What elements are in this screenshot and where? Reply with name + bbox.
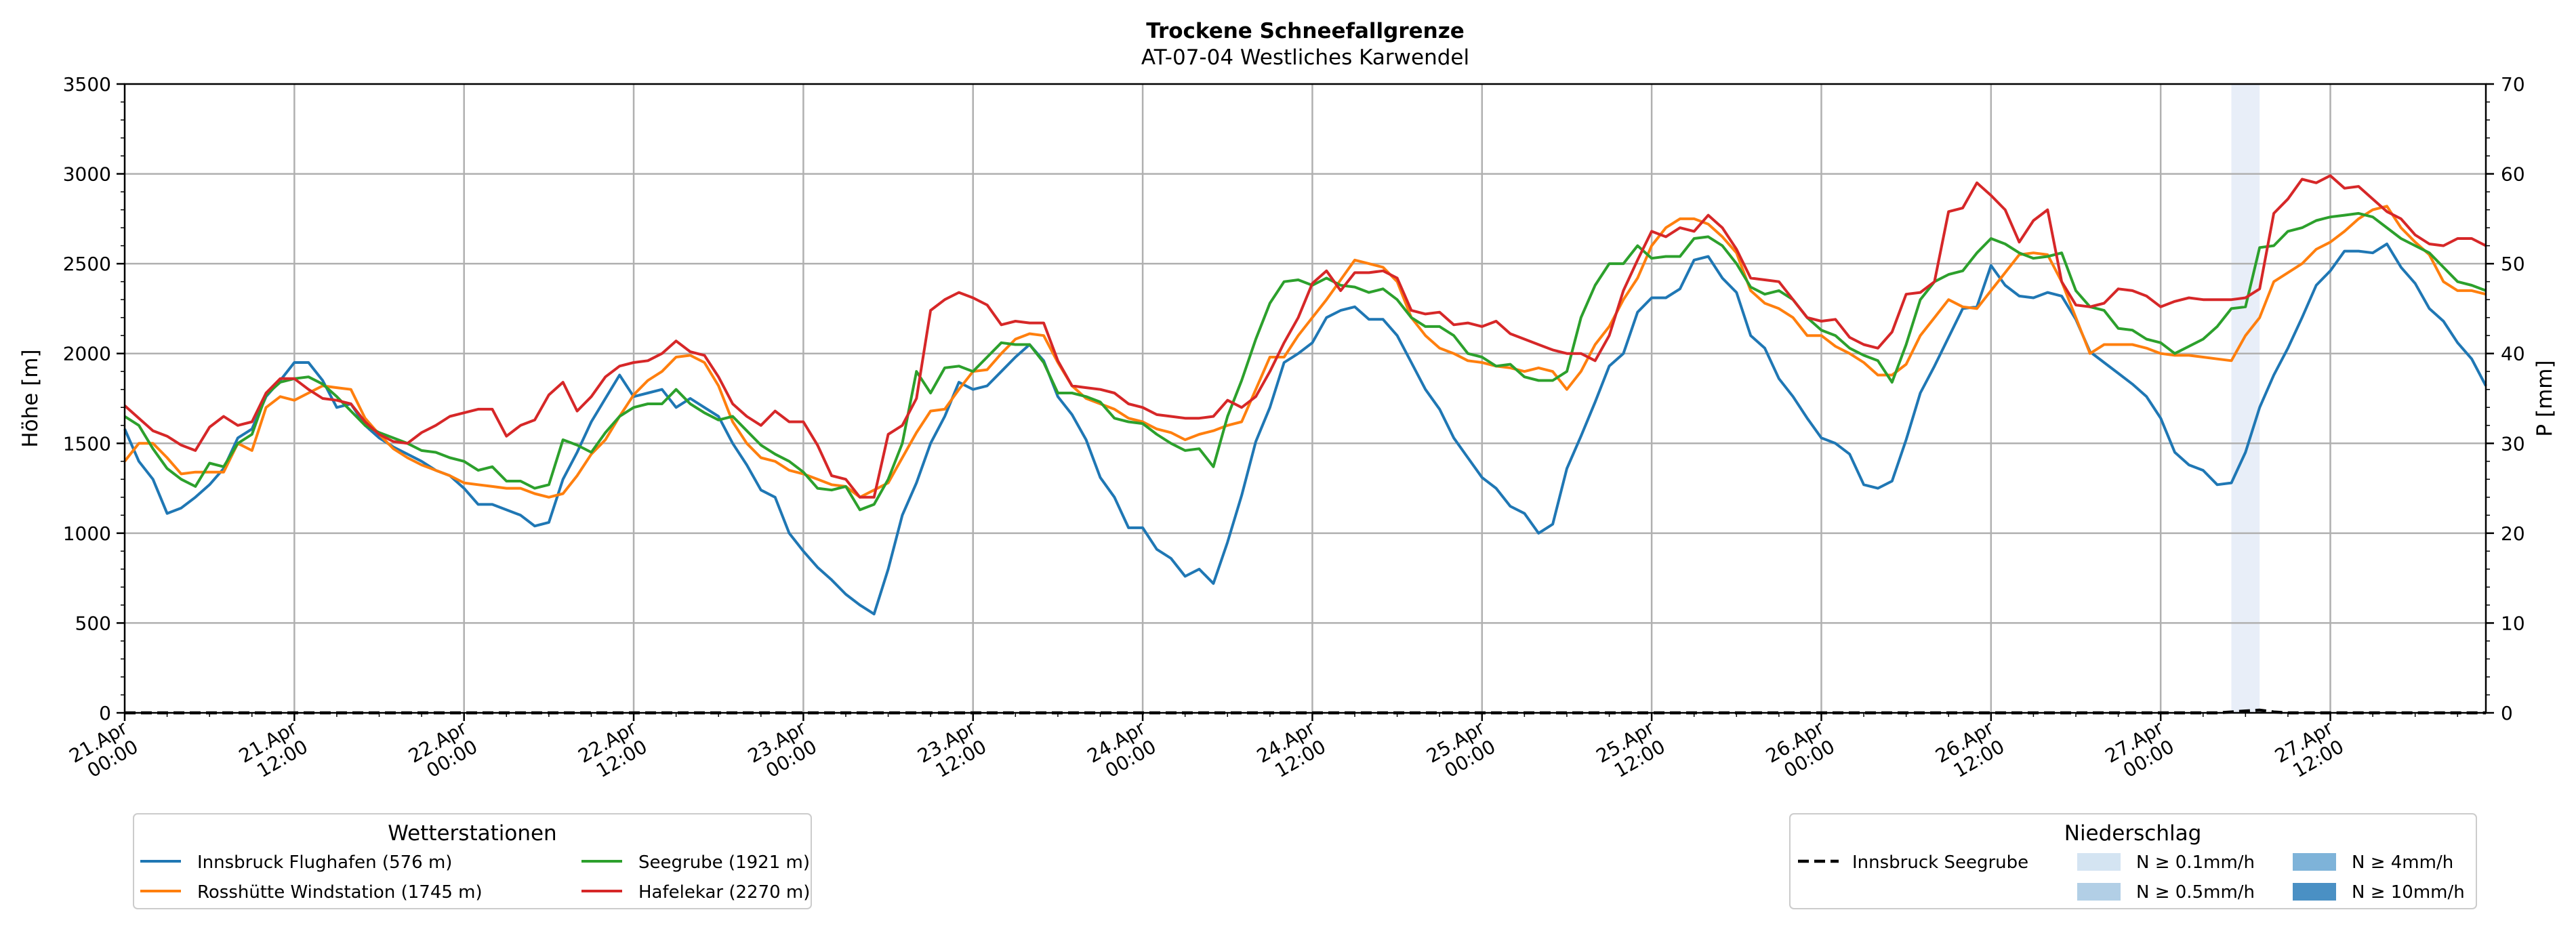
chart-subtitle: AT-07-04 Westliches Karwendel xyxy=(1141,45,1469,70)
legend-precip-title: Niederschlag xyxy=(2064,821,2202,846)
precip-band-rect xyxy=(2231,84,2260,713)
y2-tick-label: 20 xyxy=(2501,522,2525,545)
y2-tick-label: 50 xyxy=(2501,253,2525,275)
y-tick-label: 1500 xyxy=(63,432,111,455)
legend-precip: Niederschlag Innsbruck Seegrube N ≥ 0.1m… xyxy=(1789,813,2477,909)
y2-axis: 0 10 20 30 40 50 60 70 xyxy=(2486,73,2525,724)
legend-stations: Wetterstationen Innsbruck Flughafen (576… xyxy=(133,813,812,909)
y-tick-label: 2500 xyxy=(63,253,111,275)
y2-tick-label: 0 xyxy=(2501,702,2513,724)
legend-precip-line-label: Innsbruck Seegrube xyxy=(1852,852,2028,873)
legend-precip-label: N ≥ 10mm/h xyxy=(2352,882,2465,903)
y-axis: 0 500 1000 1500 2000 2500 3000 3500 xyxy=(63,73,125,724)
precipitation-band xyxy=(2231,84,2260,713)
y2-tick-label: 30 xyxy=(2501,432,2525,455)
y2-tick-label: 10 xyxy=(2501,612,2525,634)
y2-axis-label: P [mm] xyxy=(2533,360,2557,436)
y-tick-label: 3500 xyxy=(63,73,111,96)
chart-title: Trockene Schneefallgrenze xyxy=(1146,19,1465,43)
legend-precip-swatch xyxy=(2293,883,2336,901)
legend-precip-swatch xyxy=(2077,853,2121,871)
series-line-1 xyxy=(123,205,2487,499)
legend-stations-frame xyxy=(133,813,812,909)
plot-background xyxy=(125,84,2486,713)
series-lines xyxy=(123,174,2487,616)
y-axis-label: Höhe [m] xyxy=(18,349,43,447)
legend-station-label: Rosshütte Windstation (1745 m) xyxy=(197,882,483,903)
legend-precip-swatch xyxy=(2077,883,2121,901)
y-tick-label: 0 xyxy=(99,702,111,724)
legend-precip-label: N ≥ 4mm/h xyxy=(2352,852,2453,873)
y2-tick-label: 70 xyxy=(2501,73,2525,96)
grid xyxy=(125,84,2486,713)
legend-precip-label: N ≥ 0.1mm/h xyxy=(2136,852,2255,873)
y-tick-label: 1000 xyxy=(63,522,111,545)
y-tick-label: 500 xyxy=(75,612,111,634)
legend-precip-swatch xyxy=(2293,853,2336,871)
legend-precip-label: N ≥ 0.5mm/h xyxy=(2136,882,2255,903)
y-tick-label: 3000 xyxy=(63,163,111,186)
y2-tick-label: 60 xyxy=(2501,163,2525,186)
legend-station-label: Hafelekar (2270 m) xyxy=(638,882,810,903)
y2-tick-label: 40 xyxy=(2501,343,2525,365)
legend-stations-title: Wetterstationen xyxy=(388,821,556,846)
y-tick-label: 2000 xyxy=(63,343,111,365)
plot-frame xyxy=(123,83,2487,714)
legend-station-label: Seegrube (1921 m) xyxy=(638,852,810,873)
plot-area xyxy=(125,84,2486,713)
legend-station-label: Innsbruck Flughafen (576 m) xyxy=(197,852,452,873)
series-line-3 xyxy=(123,174,2487,499)
